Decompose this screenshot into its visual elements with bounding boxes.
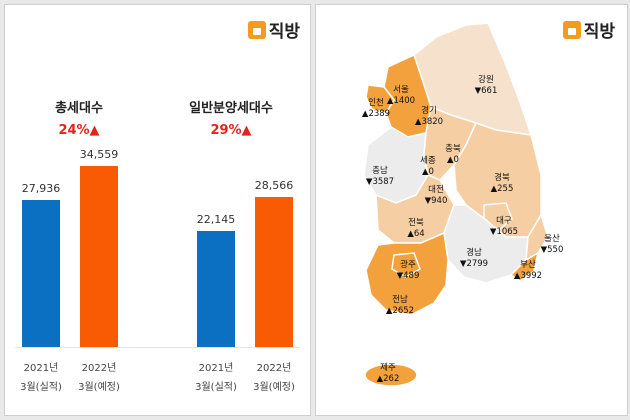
region-value: ▲64 (407, 229, 424, 239)
bar-0-1 (80, 165, 118, 347)
region-name: 인천 (368, 97, 384, 108)
region-shape-ulsan (525, 213, 549, 262)
region-shape-jeju (364, 363, 418, 387)
region-name: 경기 (421, 105, 437, 116)
region-name: 강원 (478, 74, 494, 85)
category-month: 3월(실적) (195, 382, 237, 393)
region-value: ▼550 (541, 245, 564, 255)
bar-value-label: 27,936 (21, 182, 61, 196)
region-name: 전북 (408, 217, 424, 228)
region-value: ▲0 (422, 167, 434, 177)
brand-name: 직방 (268, 22, 300, 42)
category-label: 2022년 3월(예정) (64, 361, 134, 395)
region-value: ▼2799 (460, 259, 488, 269)
region-name: 충북 (445, 144, 461, 154)
region-name: 충남 (372, 166, 388, 176)
category-month: 3월(실적) (20, 382, 62, 393)
region-name: 전남 (392, 294, 408, 305)
region-name: 경남 (466, 247, 482, 258)
region-value: ▲255 (491, 184, 514, 194)
region-value: ▼1065 (490, 227, 518, 237)
region-name: 울산 (544, 233, 560, 244)
brand-name: 직방 (583, 22, 615, 42)
region-shape-gwangju (391, 252, 421, 278)
region-value: ▼661 (475, 86, 498, 96)
category-year: 2022년 (81, 363, 117, 374)
bar-chart-panel: 직방 총세대수 24%▲ 27,936 2021년 3월(실적) 34,559 2022년 3… (4, 4, 311, 416)
category-year: 2021년 (23, 363, 59, 374)
baseline (15, 347, 300, 348)
region-name: 대전 (428, 184, 444, 195)
category-label: 2021년 3월(실적) (181, 361, 251, 395)
region-name: 서울 (393, 85, 409, 95)
region-value: ▲2652 (386, 306, 414, 316)
region-value: ▲0 (447, 155, 459, 165)
region-value: ▼940 (425, 196, 448, 206)
region-name: 경북 (494, 172, 510, 183)
group-change-percent: 29%▲ (210, 123, 252, 138)
bar-value-label: 28,566 (254, 179, 294, 193)
bar-1-0 (197, 230, 235, 347)
category-month: 3월(예정) (78, 382, 120, 393)
region-value: ▲3992 (514, 271, 542, 281)
region-name: 제주 (380, 363, 396, 373)
region-value: ▲1400 (387, 96, 415, 106)
group-change-percent: 24%▲ (58, 123, 100, 138)
region-name: 광주 (400, 259, 416, 270)
region-value: ▲3820 (415, 117, 443, 127)
group-title: 총세대수 (55, 101, 103, 116)
region-name: 세종 (420, 156, 436, 166)
region-value: ▲262 (377, 374, 400, 384)
bar-value-label: 34,559 (79, 147, 119, 161)
category-year: 2022년 (256, 363, 292, 374)
region-name: 대구 (496, 216, 512, 226)
group-title: 일반분양세대수 (189, 101, 273, 116)
bar-value-label: 22,145 (196, 212, 236, 226)
house-icon (247, 20, 266, 39)
map-panel: 서울 ▲1400 인천 ▲2389 경기 ▲3820 강원 ▼661 충북 ▲0 세종 ▲0 충남 ▼35… (315, 4, 628, 416)
region-name: 부산 (520, 259, 536, 270)
zigbang-logo: 직방 (247, 17, 300, 42)
category-month: 3월(예정) (253, 382, 295, 393)
category-year: 2021년 (198, 363, 234, 374)
region-shape-incheon (365, 84, 395, 114)
zigbang-logo-map: 직방 (562, 17, 615, 42)
bar-0-0 (22, 200, 60, 347)
bar-1-1 (255, 197, 293, 347)
region-value: ▲2389 (362, 109, 390, 119)
region-shape-busan (509, 251, 540, 282)
region-value: ▼3587 (366, 177, 394, 187)
region-value: ▼489 (397, 271, 420, 281)
house-icon (562, 20, 581, 39)
category-label: 2021년 3월(실적) (6, 361, 76, 395)
category-label: 2022년 3월(예정) (239, 361, 309, 395)
